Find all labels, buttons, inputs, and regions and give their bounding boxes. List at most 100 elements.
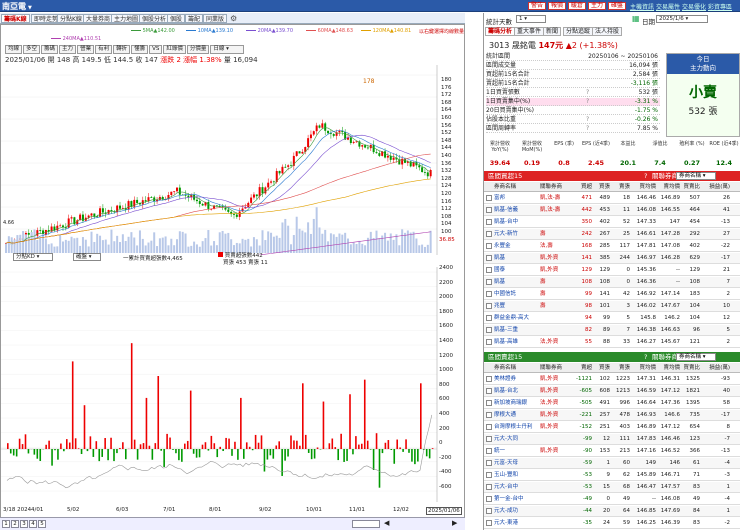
broker-indicator-chart[interactable] (1, 267, 464, 502)
tab-branch-k[interactable]: 分點K線 (57, 14, 85, 23)
row-checkbox[interactable] (486, 412, 492, 418)
table-row[interactable]: 新加坡商瑞銀 法,外資 -505 491 996 146.64 147.36 1395 58 (484, 398, 740, 409)
summary-help-icon[interactable]: ? (586, 116, 590, 123)
broker-name-link[interactable]: 台灣摩根士丹利 (494, 424, 533, 430)
quote-button[interactable]: 報價 (548, 2, 567, 10)
tool-ma[interactable]: 均線 (5, 45, 23, 54)
table-row[interactable]: 第一金-台中 -49 0 49 -- 146.08 49 -4 (484, 494, 740, 505)
row-checkbox[interactable] (486, 255, 492, 261)
stat-days-select[interactable]: 1 ▾ (516, 15, 546, 23)
broker-name-link[interactable]: 新加坡商瑞銀 (494, 400, 528, 406)
broker-name-link[interactable]: 中國信託 (494, 291, 517, 297)
broker-name-link[interactable]: 元大-大同 (494, 436, 518, 442)
broker-name-link[interactable]: 元大-東港 (494, 520, 518, 526)
table-row[interactable]: 兆豐 壽 98 101 3 146.02 147.67 104 10 (484, 301, 740, 312)
table-row[interactable]: 元大-新竹 壽 242 267 25 146.61 147.28 292 27 (484, 229, 740, 240)
table-row[interactable]: 元大-大同 -99 12 111 147.83 146.46 123 -7 (484, 434, 740, 445)
tool-pricevol[interactable]: 分價量 (186, 45, 210, 54)
tool-main[interactable]: 主力 (59, 45, 77, 54)
rtab-events[interactable]: 重大事件 (514, 27, 545, 36)
broker-name-link[interactable]: 元大-台中 (494, 484, 518, 490)
column-header[interactable]: 券商名稱 (494, 365, 517, 371)
sell-help-icon[interactable]: ? (644, 353, 648, 361)
row-checkbox[interactable] (486, 472, 492, 478)
column-header[interactable]: 賣張 (618, 365, 630, 371)
broker-name-link[interactable]: 元大-新竹 (494, 231, 518, 237)
broker-name-link[interactable]: 美林證券 (494, 376, 517, 382)
broker-name-link[interactable]: 群益金鼎-高大 (494, 315, 529, 321)
column-header[interactable]: 賣均價 (663, 365, 680, 371)
row-checkbox[interactable] (486, 279, 492, 285)
table-row[interactable]: 凱基-三重 82 89 7 146.38 146.63 96 5 (484, 325, 740, 336)
column-header[interactable]: 損益(萬) (709, 365, 730, 371)
rtab-news[interactable]: 新聞 (543, 27, 562, 36)
date-picker[interactable]: 2025/1/6 ▾ (656, 15, 708, 23)
candlestick-chart[interactable]: 178 (1, 65, 464, 255)
page-1[interactable]: 1 (2, 520, 10, 528)
row-checkbox[interactable] (486, 400, 492, 406)
table-row[interactable]: 元大-成功 -44 20 64 146.85 147.69 84 1 (484, 506, 740, 517)
column-header[interactable]: 賣均價 (663, 184, 680, 190)
row-checkbox[interactable] (486, 424, 492, 430)
buy-broker-select[interactable]: 券商名稱 ▾ (676, 172, 716, 180)
row-checkbox[interactable] (486, 303, 492, 309)
summary-help-icon[interactable]: ? (586, 89, 590, 96)
row-checkbox[interactable] (486, 448, 492, 454)
broker-name-link[interactable]: 富邦 (494, 195, 506, 201)
table-row[interactable]: 美林證券 凱,外資 -1121 102 1223 147.31 146.31 1325 -93 (484, 374, 740, 385)
column-header[interactable]: 買均價 (639, 365, 656, 371)
broker-name-link[interactable]: 摩根大通 (494, 412, 517, 418)
tool-chipknow[interactable]: 懂籌 (131, 45, 149, 54)
column-header[interactable]: 券商名稱 (494, 184, 517, 190)
table-row[interactable]: 凱基 凱,外資 141 385 244 146.97 146.28 629 -17 (484, 253, 740, 264)
tab-volume-broker[interactable]: 大量券商 (83, 14, 114, 23)
tool-turn[interactable]: 轉折 (113, 45, 131, 54)
tool-vs[interactable]: VS (149, 45, 163, 54)
buy-help-icon[interactable]: ? (644, 172, 648, 180)
link-opt[interactable]: 交易優化 (682, 4, 707, 11)
summary-help-icon[interactable]: ? (586, 98, 590, 105)
broker-name-link[interactable]: 永豐金 (494, 243, 511, 249)
column-header[interactable]: 賣超 (580, 365, 592, 371)
table-row[interactable]: 凱基-台中 350 402 52 147.33 147 454 -13 (484, 217, 740, 228)
tab-chip-k[interactable]: 籌碼K線 (1, 14, 30, 23)
page-2[interactable]: 2 (11, 520, 19, 528)
table-row[interactable]: 元大-東港 -35 24 59 146.25 146.39 83 -2 (484, 518, 740, 529)
column-header[interactable]: 買賣比 (683, 184, 700, 190)
row-checkbox[interactable] (486, 484, 492, 490)
row-checkbox[interactable] (486, 243, 492, 249)
tool-revenue[interactable]: 營業 (77, 45, 95, 54)
broker-name-link[interactable]: 第一金-台中 (494, 496, 524, 502)
calendar-icon[interactable]: ▦ (632, 14, 640, 23)
row-checkbox[interactable] (486, 460, 492, 466)
table-row[interactable]: 凱基-台北 凱,外資 -605 608 1213 146.59 147.12 1821 40 (484, 386, 740, 397)
column-header[interactable]: 買超 (580, 184, 592, 190)
link-zone[interactable]: 彩資專區 (708, 4, 733, 11)
broker-name-link[interactable]: 凱基-信義 (494, 207, 518, 213)
row-checkbox[interactable] (486, 231, 492, 237)
column-header[interactable]: 買均價 (639, 184, 656, 190)
row-checkbox[interactable] (486, 376, 492, 382)
row-checkbox[interactable] (486, 496, 492, 502)
broker-name-link[interactable]: 凱基 (494, 255, 506, 261)
tool-profit[interactable]: 有利 (95, 45, 113, 54)
tab-main-map[interactable]: 主力地圖 (111, 14, 142, 23)
link-host[interactable]: 主機資訊 (630, 4, 655, 11)
row-checkbox[interactable] (486, 315, 492, 321)
row-checkbox[interactable] (486, 219, 492, 225)
tool-redgreen[interactable]: 紅綠價 (163, 45, 186, 54)
summary-help-icon[interactable]: ? (586, 125, 590, 132)
table-row[interactable]: 摩根大通 凱,外資 -221 257 478 146.93 146.6 735 -17 (484, 410, 740, 421)
table-row[interactable]: 凱基-高雄 法,外資 55 88 33 146.27 145.67 121 2 (484, 337, 740, 348)
tab-chips[interactable]: 籌配 (185, 14, 204, 23)
table-row[interactable]: 凱基-信義 凱,法-壽 442 453 11 146.08 146.55 464 41 (484, 205, 740, 216)
table-row[interactable]: 中國信託 壽 99 141 42 146.92 147.14 183 2 (484, 289, 740, 300)
page-5[interactable]: 5 (38, 520, 46, 528)
broker-name-link[interactable]: 元富-天母 (494, 460, 518, 466)
rtab-inst[interactable]: 法人持股 (592, 27, 623, 36)
broker-name-link[interactable]: 凱基-台中 (494, 219, 518, 225)
table-row[interactable]: 玉山-豐和 -53 9 62 145.89 146.71 71 -3 (484, 470, 740, 481)
broker-name-link[interactable]: 凱基-三重 (494, 327, 518, 333)
column-header[interactable]: 買張 (598, 184, 610, 190)
rtab-branch[interactable]: 分點追蹤 (563, 27, 594, 36)
